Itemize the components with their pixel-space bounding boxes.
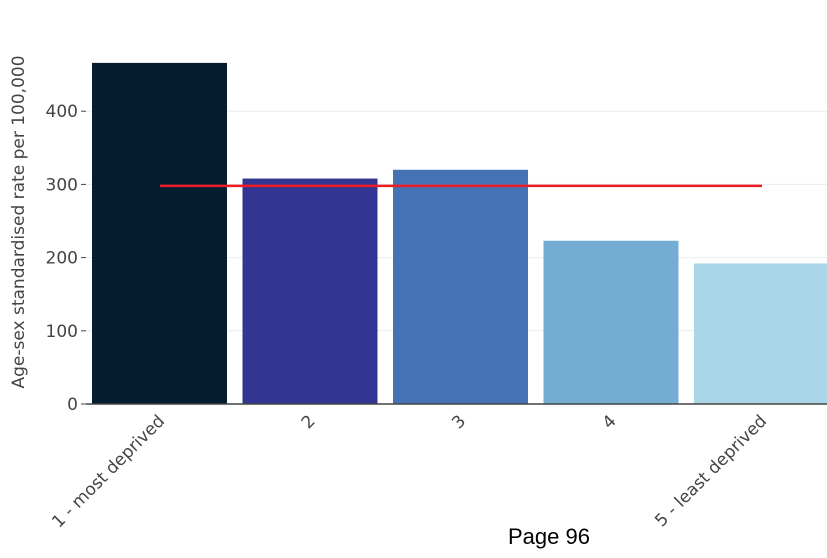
bar — [92, 62, 227, 404]
y-tick-label: 100 — [46, 322, 78, 342]
x-tick-label: 2 — [298, 411, 320, 433]
y-axis-title: Age-sex standardised rate per 100,000 — [9, 55, 29, 388]
y-tick-label: 200 — [46, 249, 78, 269]
bar — [393, 169, 528, 404]
x-tick-label: 3 — [448, 411, 470, 433]
bars — [92, 62, 827, 404]
axes — [81, 110, 827, 405]
page-number: Page 96 — [508, 524, 590, 549]
bar — [543, 240, 679, 404]
x-tick-label: 5 - least deprived — [651, 411, 771, 531]
y-tick-label: 0 — [67, 395, 78, 415]
x-tick-label: 1 - most deprived — [48, 411, 169, 532]
bar — [242, 178, 378, 404]
y-tick-labels: 0 100 200 300 400 — [46, 102, 78, 415]
y-tick-label: 300 — [46, 175, 78, 195]
x-tick-label: 4 — [599, 411, 621, 433]
x-tick-labels: 1 - most deprived 2 3 4 5 - least deprived — [48, 411, 771, 532]
bar — [694, 263, 827, 404]
y-tick-label: 400 — [46, 102, 78, 122]
